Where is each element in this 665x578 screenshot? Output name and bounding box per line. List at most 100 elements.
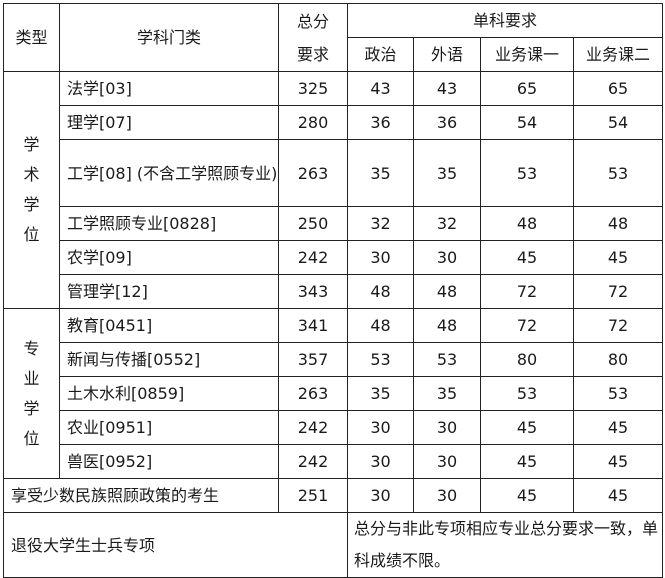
politics-cell: 30: [347, 478, 414, 513]
degree-type-cell: 专业学位: [3, 308, 60, 479]
table-row: 工学照顾专业[0828] 250 32 32 48 48: [4, 206, 663, 241]
table-row: 农学[09] 242 30 30 45 45: [4, 240, 663, 275]
degree-type-char: 学: [23, 135, 40, 154]
total-cell: 357: [278, 342, 348, 377]
total-cell: 242: [278, 444, 348, 479]
subject-cell: 理学[07]: [59, 105, 279, 140]
subject-cell: 土木水利[0859]: [59, 376, 279, 411]
language-cell: 30: [413, 444, 481, 479]
language-cell: 36: [413, 105, 481, 140]
header-total-text: 总分要求: [296, 11, 329, 64]
politics-cell: 30: [347, 410, 414, 445]
course2-cell: 45: [573, 240, 663, 275]
course2-cell: 80: [573, 342, 663, 377]
minority-row: 享受少数民族照顾政策的考生 251 30 30 45 45: [3, 478, 663, 513]
table-row: 工学[08] (不含工学照顾专业) 263 35 35 53 53: [4, 139, 663, 207]
total-cell: 263: [278, 376, 348, 411]
course2-cell: 45: [573, 444, 663, 479]
table-row: 理学[07] 280 36 36 54 54: [4, 105, 663, 140]
language-cell: 30: [413, 240, 481, 275]
total-cell: 343: [278, 274, 348, 309]
degree-type-char: 术: [23, 165, 40, 184]
degree-type-char: 学: [23, 398, 40, 418]
table-row: 学术学位法学[03] 325 43 43 65 65: [3, 71, 663, 309]
veteran-label: 退役大学生士兵专项: [3, 512, 348, 578]
course2-cell: 54: [573, 105, 663, 140]
course1-cell: 53: [480, 139, 574, 207]
language-cell: 35: [413, 139, 481, 207]
subject-cell: 兽医[0952]: [59, 444, 279, 479]
language-cell: 48: [413, 274, 481, 309]
degree-type-char: 学: [23, 195, 40, 214]
course1-cell: 48: [480, 206, 574, 241]
veteran-note: 总分与非此专项相应专业总分要求一致，单科成绩不限。: [347, 512, 663, 578]
politics-cell: 30: [347, 240, 414, 275]
course2-cell: 45: [573, 410, 663, 445]
header-course2: 业务课二: [573, 37, 663, 72]
total-cell: 325: [278, 71, 348, 106]
language-cell: 30: [413, 478, 481, 513]
politics-cell: 48: [347, 274, 414, 309]
politics-cell: 35: [347, 376, 414, 411]
course2-cell: 48: [573, 206, 663, 241]
table-row: 土木水利[0859] 263 35 35 53 53: [4, 376, 663, 411]
total-cell: 251: [278, 478, 348, 513]
course1-cell: 53: [480, 376, 574, 411]
subject-cell: 工学[08] (不含工学照顾专业): [59, 139, 279, 207]
subject-cell: 管理学[12]: [59, 274, 279, 309]
course1-cell: 45: [480, 444, 574, 479]
table-row: 管理学[12] 343 48 48 72 72: [4, 274, 663, 309]
total-cell: 280: [278, 105, 348, 140]
subject-cell: 工学照顾专业[0828]: [59, 206, 279, 241]
header-politics: 政治: [347, 37, 414, 72]
course1-cell: 80: [480, 342, 574, 377]
course2-cell: 53: [573, 139, 663, 207]
language-cell: 48: [413, 308, 481, 343]
course1-cell: 45: [480, 240, 574, 275]
subject-cell: 农业[0951]: [59, 410, 279, 445]
course2-cell: 45: [573, 478, 663, 513]
language-cell: 53: [413, 342, 481, 377]
total-cell: 242: [278, 410, 348, 445]
subject-cell: 农学[09]: [59, 240, 279, 275]
table-row: 农业[0951] 242 30 30 45 45: [4, 410, 663, 445]
course2-cell: 72: [573, 274, 663, 309]
course1-cell: 54: [480, 105, 574, 140]
degree-type-char: 专: [23, 338, 40, 358]
subject-cell: 新闻与传播[0552]: [59, 342, 279, 377]
subject-cell: 教育[0451]: [59, 308, 279, 343]
header-subject: 学科门类: [59, 3, 279, 72]
subject-cell: 法学[03]: [59, 71, 279, 106]
degree-type-char: 位: [23, 225, 40, 244]
course1-cell: 45: [480, 410, 574, 445]
politics-cell: 32: [347, 206, 414, 241]
header-total: 总分要求: [278, 3, 348, 72]
course1-cell: 45: [480, 478, 574, 513]
politics-cell: 36: [347, 105, 414, 140]
degree-type-cell: 学术学位: [3, 71, 60, 309]
language-cell: 30: [413, 410, 481, 445]
header-course1: 业务课一: [480, 37, 574, 72]
course2-cell: 65: [573, 71, 663, 106]
degree-type-char: 业: [23, 368, 40, 388]
course1-cell: 72: [480, 308, 574, 343]
score-requirements-table: 类型 学科门类 总分要求 单科要求 政治 外语 业务课一 业务课二 学术学位法学…: [3, 3, 663, 578]
table-row: 兽医[0952] 242 30 30 45 45: [4, 444, 663, 479]
politics-cell: 43: [347, 71, 414, 106]
language-cell: 35: [413, 376, 481, 411]
total-cell: 341: [278, 308, 348, 343]
veteran-row: 退役大学生士兵专项 总分与非此专项相应专业总分要求一致，单科成绩不限。: [3, 512, 663, 578]
table-row: 新闻与传播[0552] 357 53 53 80 80: [4, 342, 663, 377]
politics-cell: 48: [347, 308, 414, 343]
degree-type-char: 位: [23, 428, 40, 448]
header-single: 单科要求: [347, 3, 663, 38]
course1-cell: 72: [480, 274, 574, 309]
minority-label: 享受少数民族照顾政策的考生: [3, 478, 279, 513]
politics-cell: 30: [347, 444, 414, 479]
table-row: 专业学位教育[0451] 341 48 48 72 72: [3, 308, 663, 479]
header-type: 类型: [3, 3, 60, 72]
course2-cell: 53: [573, 376, 663, 411]
course2-cell: 72: [573, 308, 663, 343]
total-cell: 242: [278, 240, 348, 275]
politics-cell: 35: [347, 139, 414, 207]
